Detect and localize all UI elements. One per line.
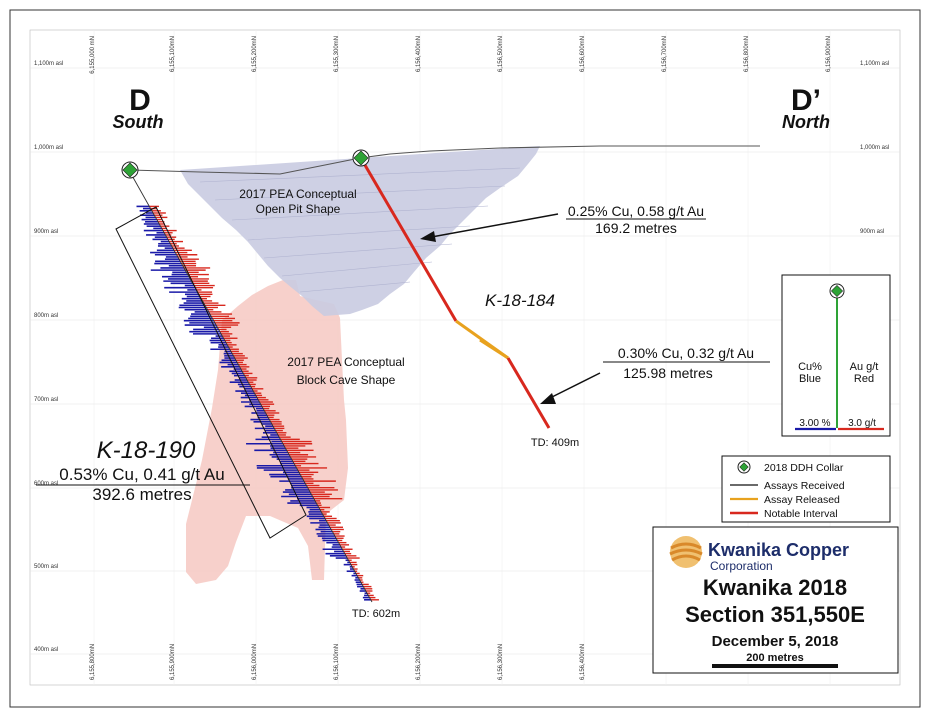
elevation-label-left: 600m asl: [34, 481, 58, 487]
pit-benches: [199, 167, 521, 293]
northing-label-top: 6,156,900mN: [826, 36, 832, 72]
legend-received: Assays Received: [764, 480, 845, 492]
k18184-lower-arrowhead: [540, 393, 556, 404]
scale-au-label-1: Au g/t: [850, 361, 879, 373]
k18190-length: 392.6 metres: [92, 485, 191, 504]
company-name: Kwanika Copper: [708, 540, 849, 560]
block-cave-label-2: Block Cave Shape: [297, 373, 396, 387]
assay-scale-box: [781, 274, 891, 437]
k18190-collar: [121, 161, 139, 179]
scale-au-value: 3.0 g/t: [848, 418, 876, 429]
legend-box: [721, 455, 891, 523]
k18184-lower-length: 125.98 metres: [623, 365, 713, 381]
open-pit-label-1: 2017 PEA Conceptual: [239, 187, 356, 201]
scale-cu-label-1: Cu%: [798, 361, 822, 373]
kwanika-logo-icon: [669, 536, 703, 568]
topography-line: [129, 145, 760, 175]
northing-label-top: 6,155,000 mN: [90, 36, 96, 74]
legend-notable: Notable Interval: [764, 508, 838, 520]
k18184-td: TD: 409m: [531, 437, 579, 449]
k18190-drill-trace: [129, 171, 373, 603]
northing-label-top: 6,155,100mN: [170, 36, 176, 72]
northing-label-top: 6,156,600mN: [580, 36, 586, 72]
scale-cu-value: 3.00 %: [799, 418, 830, 429]
elevation-label-left: 800m asl: [34, 313, 58, 319]
elevation-label-left: 500m asl: [34, 564, 58, 570]
block-cave-label-1: 2017 PEA Conceptual: [287, 355, 404, 369]
k18184-upper-arrow-line: [425, 213, 559, 239]
map-date: December 5, 2018: [712, 633, 839, 650]
northing-label-bottom: 6,156,000mN: [252, 644, 258, 680]
northing-label-bottom: 6,156,300mN: [498, 644, 504, 680]
map-inner-frame: [29, 29, 901, 686]
map-section: Section 351,550E: [685, 602, 865, 627]
k18184-notable-interval-upper: [360, 159, 458, 322]
elevation-label-right: 1,100m asl: [860, 61, 889, 67]
legend-collar: 2018 DDH Collar: [764, 462, 844, 474]
legend-released: Assay Released: [764, 494, 840, 506]
k18184-notable-interval-lower: [506, 357, 551, 429]
k18184-name: K-18-184: [485, 291, 555, 310]
map-scale-label: 200 metres: [746, 652, 804, 664]
northing-label-bottom: 6,155,800mN: [90, 644, 96, 680]
k18184-upper-grade: 0.25% Cu, 0.58 g/t Au: [568, 203, 704, 219]
section-right-direction: North: [782, 112, 830, 132]
elevation-label-right: 1,000m asl: [860, 145, 889, 151]
elevation-label-right: 900m asl: [860, 229, 884, 235]
northing-label-top: 6,156,400mN: [416, 36, 422, 72]
section-left-letter: D: [129, 84, 151, 117]
northing-labels-top: 6,155,000 mN 6,155,100mN 6,155,200mN 6,155,…: [90, 36, 832, 74]
elevation-label-left: 900m asl: [34, 229, 58, 235]
k18190-grade: 0.53% Cu, 0.41 g/t Au: [59, 465, 224, 484]
elevation-label-left: 1,000m asl: [34, 145, 63, 151]
k18190-name: K-18-190: [97, 437, 196, 464]
northing-label-top: 6,156,700mN: [662, 36, 668, 72]
northing-label-top: 6,156,800mN: [744, 36, 750, 72]
k18184-upper-arrowhead: [420, 231, 436, 242]
open-pit-label-2: Open Pit Shape: [256, 202, 341, 216]
northing-label-bottom: 6,156,200mN: [416, 644, 422, 680]
k18184-upper-length: 169.2 metres: [595, 220, 677, 236]
k18190-interval-box: [115, 206, 307, 539]
northing-labels-bottom: 6,155,800mN 6,155,900mN 6,156,000mN 6,156,1…: [90, 644, 586, 680]
elevation-label-left: 1,100m asl: [34, 61, 63, 67]
northing-label-top: 6,155,200mN: [252, 36, 258, 72]
northing-label-bottom: 6,155,900mN: [170, 644, 176, 680]
northing-label-bottom: 6,156,100mN: [334, 644, 340, 680]
section-left-direction: South: [113, 112, 164, 132]
elevation-label-left: 700m asl: [34, 397, 58, 403]
elevation-label-left: 400m asl: [34, 647, 58, 653]
northing-label-top: 6,156,500mN: [498, 36, 504, 72]
k18190-td: TD: 602m: [352, 608, 400, 620]
k18184-lower-arrow-line: [545, 372, 601, 401]
scale-bar: [712, 664, 838, 668]
northing-label-top: 6,155,300mN: [334, 36, 340, 72]
k18184-released-interval-2: [479, 338, 509, 360]
elevation-labels-left: 1,100m asl 1,000m asl 900m asl 800m asl 700m…: [34, 61, 63, 653]
scale-au-label-2: Red: [854, 373, 874, 385]
section-right-letter: D’: [791, 84, 821, 117]
company-sub: Corporation: [710, 559, 773, 573]
northing-label-bottom: 6,156,400mN: [580, 644, 586, 680]
scale-cu-label-2: Blue: [799, 373, 821, 385]
map-title: Kwanika 2018: [703, 575, 847, 600]
k18184-lower-grade: 0.30% Cu, 0.32 g/t Au: [618, 345, 754, 361]
k18184-collar: [352, 149, 370, 167]
